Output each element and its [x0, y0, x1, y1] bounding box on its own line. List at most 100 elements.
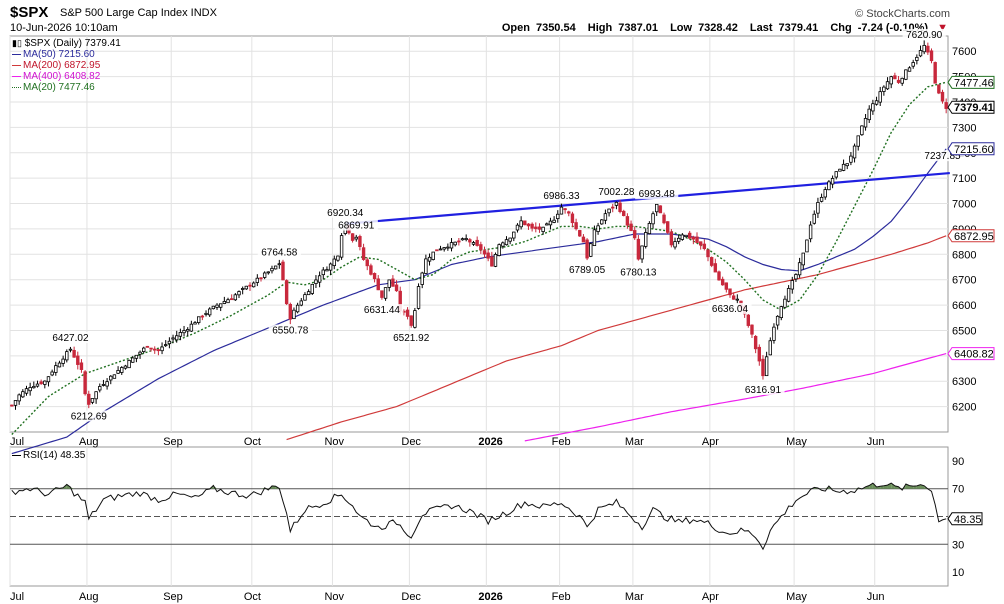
candle-body: [336, 255, 340, 261]
candle-body: [534, 226, 538, 230]
candle-body: [321, 269, 325, 276]
rsi-value-tag: [947, 512, 983, 526]
candle-body: [131, 357, 135, 363]
candle-body: [878, 91, 882, 103]
rsi-month-tick-label: Sep: [163, 591, 183, 603]
candle-body: [310, 283, 314, 294]
right-value-tag-text: 7477.46: [954, 77, 994, 89]
candle-body: [537, 226, 542, 230]
price-label: 6764.58: [261, 247, 298, 258]
candle-body: [182, 330, 186, 334]
rsi-legend: RSI(14) 48.35: [12, 450, 85, 461]
candle-body: [171, 337, 175, 340]
candle-body: [545, 223, 549, 226]
rsi-overbought-fill: [260, 487, 265, 489]
candle-body: [420, 272, 424, 285]
right-value-tag: [947, 75, 995, 89]
rsi-overbought-fill: [913, 485, 917, 489]
candle-body: [764, 356, 769, 377]
candle-body: [251, 282, 256, 288]
candle-body: [387, 279, 391, 288]
candle-body: [229, 298, 234, 301]
candle-body: [24, 388, 29, 394]
candle-body: [779, 306, 783, 319]
candle-body: [812, 213, 816, 224]
price-label: 6869.91: [338, 221, 375, 232]
candle-body: [314, 279, 318, 284]
candle-body: [46, 376, 51, 383]
rsi-tick-label: 30: [952, 539, 964, 551]
candle-body: [790, 280, 794, 290]
rsi-value-tag-text: 48.35: [954, 514, 982, 526]
candle-body: [262, 272, 267, 278]
candle-body: [233, 294, 238, 301]
rsi-month-tick-label: Nov: [324, 591, 344, 603]
price-grid: [9, 35, 949, 587]
candle-body: [709, 257, 714, 266]
candle-body: [515, 224, 520, 231]
price-label-bg: [360, 304, 404, 316]
candle-body: [204, 312, 208, 315]
rsi-month-tick-label: Feb: [552, 591, 571, 603]
rsi-month-tick-label: 2026: [478, 591, 502, 603]
candle-body: [702, 243, 707, 249]
candle-body: [508, 237, 512, 242]
brand-watermark[interactable]: © StockCharts.com: [855, 8, 950, 20]
candle-body: [907, 67, 912, 72]
candle-body: [548, 220, 553, 226]
price-tick-label: 7600: [952, 46, 976, 58]
candle-body: [142, 347, 146, 352]
candle-body: [713, 263, 718, 273]
candle-body: [874, 100, 879, 105]
price-label-bg: [635, 188, 679, 200]
candle-body: [603, 213, 608, 221]
candle-body: [332, 258, 336, 267]
candle-body: [21, 391, 25, 398]
rsi-overbought-fill: [869, 483, 873, 489]
candle-body: [849, 155, 853, 163]
month-tick-label: 2026: [478, 436, 502, 448]
price-label-bg: [920, 150, 965, 162]
price-label-bg: [323, 206, 367, 218]
chg-down-arrow-icon: ▼: [937, 22, 948, 34]
candle-body: [753, 335, 758, 350]
legend-ma50: MA(50) 7215.60: [12, 49, 121, 60]
ma50-swatch-icon: [12, 53, 21, 55]
candle-body: [453, 241, 457, 246]
ma400-swatch-icon: [12, 75, 21, 77]
month-tick-label: May: [786, 436, 807, 448]
candle-body: [724, 282, 729, 290]
candle-body: [391, 278, 395, 287]
legend-rsi: RSI(14) 48.35: [12, 450, 85, 461]
candle-body: [501, 242, 505, 247]
price-label-bg: [257, 246, 301, 258]
candle-body: [805, 239, 809, 253]
candle-body: [376, 278, 380, 291]
candle-body: [431, 251, 435, 260]
price-label-bg: [48, 331, 93, 343]
candle-body: [438, 248, 443, 251]
candle-body: [735, 298, 740, 301]
candle-body: [636, 238, 641, 260]
price-label-bg: [616, 266, 660, 278]
last-label: Last: [749, 22, 773, 34]
candle-body: [676, 237, 681, 242]
candle-body: [244, 285, 249, 290]
candle-body: [808, 224, 813, 240]
candle-body: [556, 213, 560, 220]
candle-body: [852, 145, 857, 159]
candle-body: [13, 400, 18, 406]
candle-body: [728, 288, 732, 296]
rsi-panel: 103050709048.35: [10, 456, 983, 579]
candle-body: [622, 210, 626, 216]
candle-body: [200, 315, 205, 318]
candle-body: [196, 316, 201, 323]
candle-body: [651, 213, 655, 225]
candle-body: [614, 201, 619, 206]
price-label-bg: [67, 410, 111, 422]
right-value-tag-text: 6872.95: [954, 231, 994, 243]
candle-body: [717, 271, 721, 281]
price-label: 7002.28: [598, 187, 635, 198]
candle-body: [226, 299, 230, 304]
